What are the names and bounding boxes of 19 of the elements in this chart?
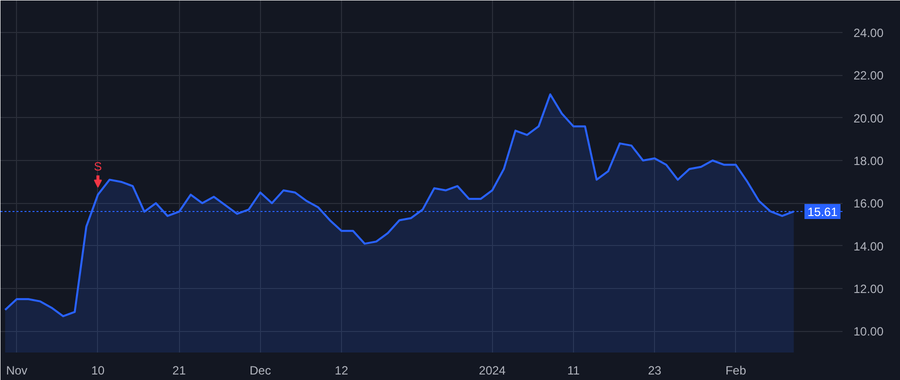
y-tick-label: 20.00 — [854, 111, 884, 126]
x-tick-label: 23 — [648, 364, 662, 378]
y-tick-label: 22.00 — [854, 68, 884, 83]
x-tick-label: 2024 — [478, 364, 506, 378]
y-tick-label: 10.00 — [854, 324, 884, 339]
x-tick-label: 21 — [172, 364, 186, 378]
x-tick-label: Nov — [6, 364, 28, 378]
y-tick-label: 16.00 — [854, 196, 884, 211]
x-tick-label: 10 — [91, 364, 105, 378]
annotation: S — [94, 159, 102, 174]
ref-line-label: 15.61 — [807, 204, 838, 219]
x-tick-label: 11 — [567, 364, 580, 378]
y-tick-label: 14.00 — [854, 239, 884, 254]
y-tick-label: 12.00 — [854, 282, 884, 296]
y-tick-label: 18.00 — [854, 154, 884, 168]
y-tick-label: 24.00 — [854, 26, 884, 40]
x-tick-label: 12 — [334, 364, 348, 378]
x-tick-label: Feb — [725, 364, 746, 378]
x-tick-label: Dec — [250, 364, 271, 378]
